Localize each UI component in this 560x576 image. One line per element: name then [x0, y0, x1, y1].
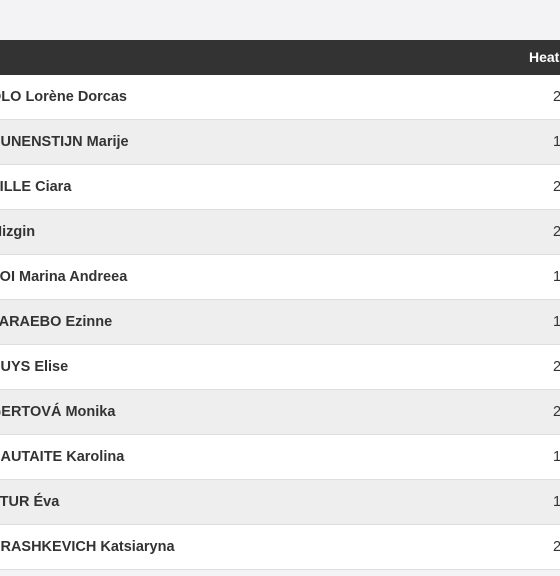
- athlete-name: ARASHKEVICH Katsiaryna: [0, 539, 175, 555]
- athlete-name: GERTOVÁ Monika: [0, 404, 116, 420]
- heat-number: 2: [553, 359, 560, 375]
- table-row[interactable]: GERTOVÁ Monika 2: [0, 390, 560, 435]
- results-table: Heat OLO Lorène Dorcas 2 HUNENSTIJN Marije…: [0, 40, 560, 570]
- heat-number: 1: [553, 269, 560, 285]
- athlete-name: HUYS Elise: [0, 359, 69, 375]
- table-row[interactable]: SOI Marina Andreea 1: [0, 255, 560, 300]
- table-row[interactable]: ARASHKEVICH Katsiaryna 2: [0, 525, 560, 570]
- table-row[interactable]: HUYS Elise 2: [0, 345, 560, 390]
- table-header: Heat: [0, 40, 560, 75]
- column-header-heat[interactable]: Heat: [529, 49, 560, 65]
- heat-number: 1: [553, 134, 560, 150]
- athlete-name: Mizgin: [0, 224, 36, 240]
- athlete-name: HUNENSTIJN Marije: [0, 134, 129, 150]
- table-row[interactable]: HUNENSTIJN Marije 1: [0, 120, 560, 165]
- athlete-name: SOI Marina Andreea: [0, 269, 128, 285]
- table-row[interactable]: OLO Lorène Dorcas 2: [0, 75, 560, 120]
- table-row[interactable]: PARAEBO Ezinne 1: [0, 300, 560, 345]
- athlete-name: PARAEBO Ezinne: [0, 314, 113, 330]
- heat-number: 1: [553, 449, 560, 465]
- heat-number: 2: [553, 179, 560, 195]
- athlete-name: OLO Lorène Dorcas: [0, 89, 127, 105]
- heat-number: 2: [553, 404, 560, 420]
- table-row[interactable]: PTUR Éva 1: [0, 480, 560, 525]
- table-row[interactable]: NAUTAITE Karolina 1: [0, 435, 560, 480]
- athlete-name: PTUR Éva: [0, 494, 60, 510]
- heat-number: 2: [553, 539, 560, 555]
- athlete-name: VILLE Ciara: [0, 179, 72, 195]
- heat-number: 1: [553, 494, 560, 510]
- table-row[interactable]: VILLE Ciara 2: [0, 165, 560, 210]
- table-body: OLO Lorène Dorcas 2 HUNENSTIJN Marije 1 VILL…: [0, 75, 560, 570]
- heat-number: 1: [553, 314, 560, 330]
- heat-number: 2: [553, 89, 560, 105]
- page-top-band: [0, 0, 560, 40]
- heat-number: 2: [553, 224, 560, 240]
- table-row[interactable]: Mizgin 2: [0, 210, 560, 255]
- athlete-name: NAUTAITE Karolina: [0, 449, 125, 465]
